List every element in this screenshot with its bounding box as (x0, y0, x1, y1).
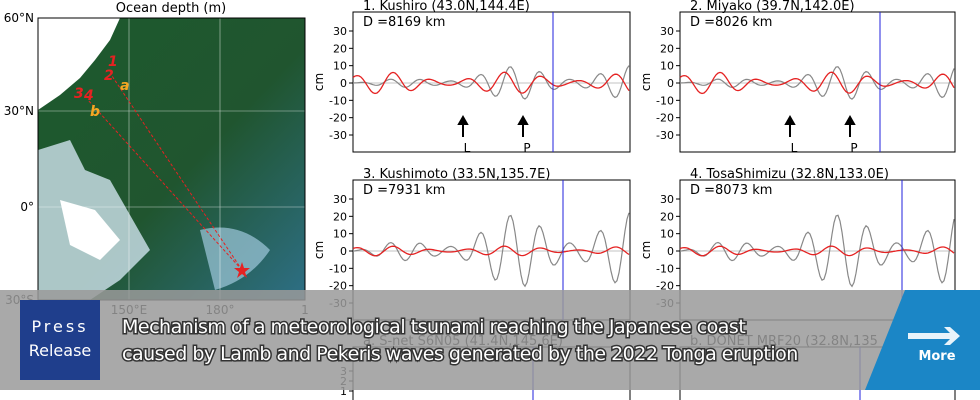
more-label[interactable]: More (918, 349, 955, 364)
y-tick-label: -30 (329, 129, 347, 142)
y-tick-label: 30 (333, 193, 347, 206)
panel-title: 4. TosaShimizu (32.8N,133.0E) (690, 167, 889, 182)
panel-title: 2. Miyako (39.7N,142.0E) (690, 0, 855, 14)
map-title: Ocean depth (m) (116, 1, 227, 16)
observed-wave (679, 66, 955, 100)
observed-wave (679, 214, 955, 288)
badge-text: Release (29, 341, 92, 360)
tonga-star (234, 262, 250, 278)
distance: D =8073 km (690, 183, 772, 198)
graticule (38, 18, 305, 300)
y-tick-label: -10 (329, 94, 347, 107)
y-tick-label: 10 (333, 60, 347, 73)
y-tick-label: 20 (333, 42, 347, 55)
arrow-icon[interactable] (908, 327, 960, 345)
station-label: 3 (74, 86, 84, 102)
panel-title: 1. Kushiro (43.0N,144.4E) (363, 0, 530, 14)
y-tick-label: 0 (667, 245, 674, 258)
badge-text: Press (31, 317, 88, 336)
plot-frame (679, 11, 956, 153)
panel-title: 3. Kushimoto (33.5N,135.7E) (363, 167, 550, 182)
simulated-wave (679, 245, 955, 257)
plot-frame (352, 11, 631, 153)
arrow-label: P (850, 141, 857, 155)
y-label: cm (312, 73, 326, 91)
y-tick-label: 20 (660, 42, 674, 55)
arrow (844, 114, 856, 137)
distance: D =8169 km (363, 15, 445, 30)
y-tick-label: 20 (660, 210, 674, 223)
paths (87, 75, 243, 271)
y-tick-label: 20 (333, 210, 347, 223)
arrow (517, 114, 529, 137)
distance: D =8026 km (690, 15, 772, 30)
more-button[interactable] (865, 290, 980, 390)
y-tick-label: -20 (329, 280, 347, 293)
press-banner: Press Release Mechanism of a meteorologi… (0, 290, 980, 390)
arrow-label: L (791, 141, 798, 155)
y-tick-label: -10 (656, 94, 674, 107)
headline: caused by Lamb and Pekeris waves generat… (122, 343, 798, 365)
map (37, 17, 306, 301)
observed-wave (352, 212, 630, 288)
arrow (784, 114, 796, 137)
lat-label: 0° (20, 200, 34, 214)
lat-label: 60°N (4, 11, 34, 25)
y-tick-label: 30 (660, 193, 674, 206)
station-label: 2 (104, 68, 114, 84)
arrow-label: L (464, 141, 471, 155)
observed-wave (352, 65, 630, 100)
arrow-label: P (523, 141, 530, 155)
y-tick-label: 10 (660, 228, 674, 241)
y-tick-label: -20 (656, 280, 674, 293)
y-tick-label: 0 (340, 77, 347, 90)
y-tick-label: 10 (333, 228, 347, 241)
simulated-wave (679, 71, 955, 95)
headline: Mechanism of a meteorological tsunami re… (122, 316, 745, 338)
y-tick-label: 0 (340, 245, 347, 258)
land (38, 18, 120, 110)
y-tick-label: -20 (656, 112, 674, 125)
station-label: a (120, 78, 129, 94)
simulated-wave (352, 71, 630, 95)
y-tick-label: 0 (667, 77, 674, 90)
station-label: b (90, 104, 100, 120)
badge (20, 300, 100, 380)
station-label: 1 (108, 54, 118, 70)
arrow (457, 114, 469, 137)
y-tick-label: -10 (656, 262, 674, 275)
lat-label: 30°N (4, 104, 34, 118)
land (60, 200, 120, 260)
y-tick-label: 10 (660, 60, 674, 73)
y-tick-label: 30 (333, 25, 347, 38)
band (0, 290, 980, 390)
distance: D =7931 km (363, 183, 445, 198)
y-label: cm (312, 241, 326, 259)
y-tick-label: 30 (660, 25, 674, 38)
y-label: cm (639, 241, 653, 259)
station-label: 4 (83, 88, 94, 104)
y-tick-label: 1 (340, 385, 347, 398)
y-label: cm (639, 73, 653, 91)
y-tick-label: -30 (656, 129, 674, 142)
y-tick-label: -20 (329, 112, 347, 125)
simulated-wave (352, 245, 630, 257)
y-tick-label: -10 (329, 262, 347, 275)
